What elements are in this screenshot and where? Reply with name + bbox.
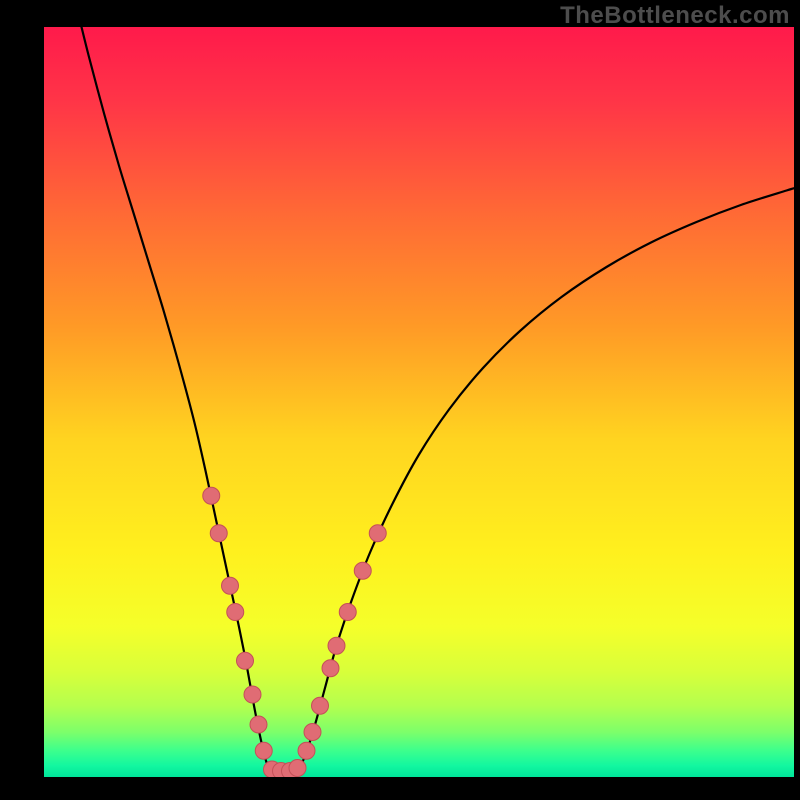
data-marker bbox=[322, 660, 339, 677]
data-marker bbox=[237, 652, 254, 669]
data-marker bbox=[312, 697, 329, 714]
data-marker bbox=[304, 724, 321, 741]
data-marker bbox=[298, 742, 315, 759]
chart-frame: TheBottleneck.com bbox=[0, 0, 800, 800]
data-marker bbox=[289, 760, 306, 777]
watermark-text: TheBottleneck.com bbox=[560, 2, 790, 30]
data-marker bbox=[222, 577, 239, 594]
data-marker bbox=[369, 525, 386, 542]
data-marker bbox=[339, 604, 356, 621]
data-marker bbox=[354, 562, 371, 579]
data-marker bbox=[328, 637, 345, 654]
gradient-background bbox=[44, 27, 794, 777]
data-marker bbox=[203, 487, 220, 504]
data-marker bbox=[210, 525, 227, 542]
data-marker bbox=[255, 742, 272, 759]
chart-svg bbox=[44, 27, 794, 777]
plot-area bbox=[44, 27, 794, 777]
data-marker bbox=[244, 686, 261, 703]
data-marker bbox=[250, 716, 267, 733]
data-marker bbox=[227, 604, 244, 621]
